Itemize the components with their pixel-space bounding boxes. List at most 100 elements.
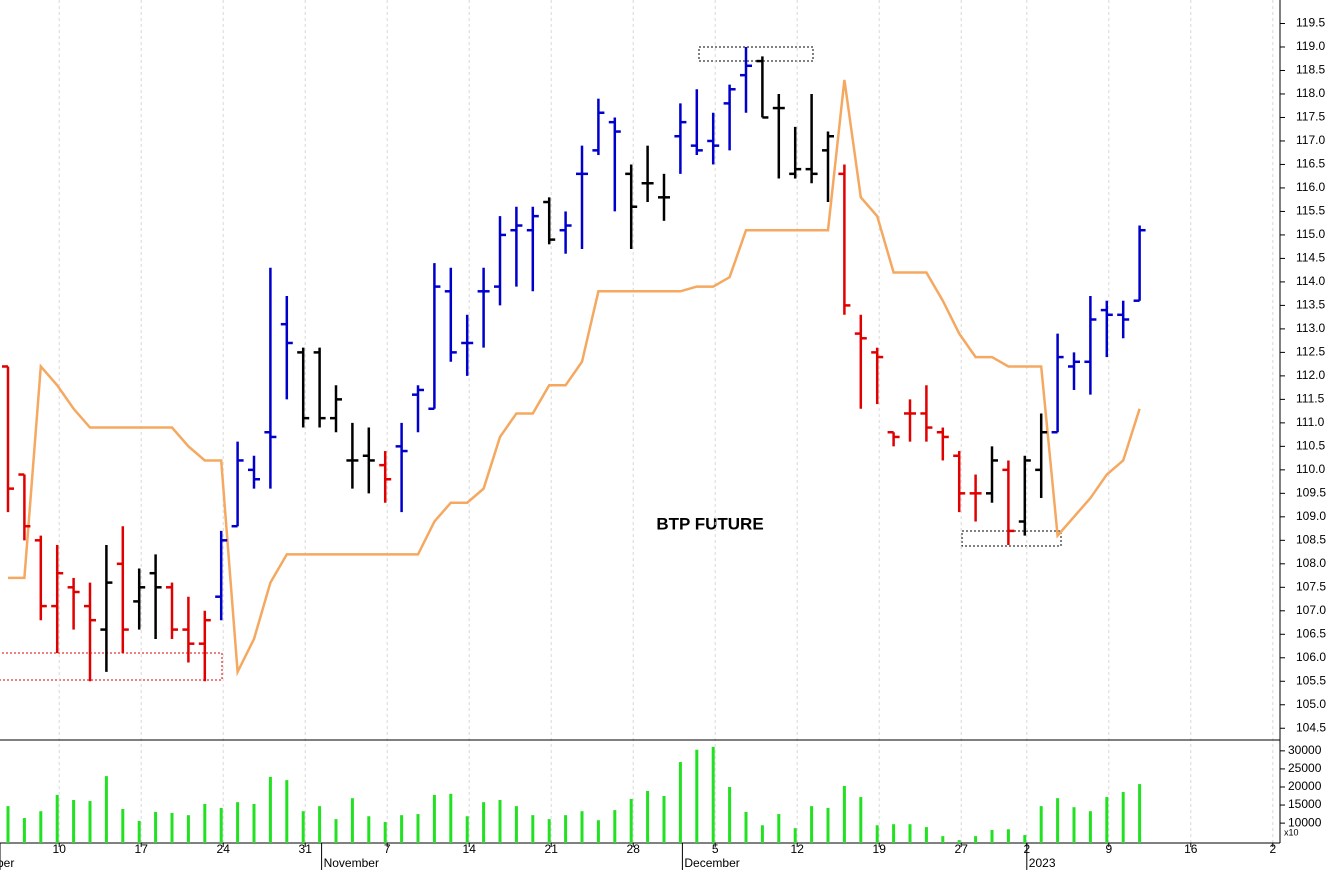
volume-bar (1023, 835, 1027, 843)
y-tick-label: 114.0 (1296, 274, 1325, 288)
volume-bar (219, 807, 223, 843)
volume-bar (711, 746, 715, 843)
volume-bar (629, 798, 633, 843)
volume-bar (990, 829, 994, 843)
volume-bar (1072, 807, 1076, 843)
y-tick-label: 113.0 (1296, 321, 1325, 335)
volume-bar (449, 793, 453, 843)
volume-bar (285, 780, 289, 843)
y-tick-label: 117.5 (1296, 110, 1325, 124)
y-tick-label: 119.5 (1296, 16, 1325, 30)
volume-bar (531, 815, 535, 843)
y-tick-label: 108.0 (1296, 556, 1326, 570)
volume-bar (1006, 829, 1010, 843)
volume-bar (793, 828, 797, 843)
volume-bar (596, 820, 600, 843)
volume-bar (432, 794, 436, 843)
y-tick-label: 109.0 (1296, 509, 1326, 523)
volume-bar (154, 811, 158, 843)
volume-bar (22, 818, 26, 843)
x-tick-label: 10 (53, 842, 67, 856)
y-tick-label: 111.0 (1296, 415, 1325, 429)
volume-bar (760, 825, 764, 843)
volume-bar (252, 803, 256, 843)
y-tick-label: 116.0 (1296, 180, 1325, 194)
y-tick-label: 104.5 (1296, 720, 1326, 734)
volume-bar (88, 801, 92, 843)
y-tick-label: 20000 (1288, 779, 1322, 793)
y-tick-label: 114.5 (1296, 251, 1325, 265)
x-tick-label: 9 (1105, 842, 1112, 856)
volume-bar (334, 819, 338, 843)
highlight-box (0, 652, 223, 681)
y-tick-label: 113.5 (1296, 298, 1325, 312)
volume-bar (236, 802, 240, 843)
volume-bar (974, 836, 978, 843)
volume-bar (728, 786, 732, 843)
volume-bar (186, 815, 190, 843)
annotation: BTP FUTURE (656, 514, 763, 533)
volume-bar (1138, 784, 1142, 843)
volume-bar (744, 811, 748, 843)
highlight-box (698, 46, 814, 62)
x-tick-label: 17 (135, 842, 149, 856)
volume-bar (367, 816, 371, 843)
y-tick-label: 112.0 (1296, 368, 1325, 382)
volume-bar (892, 824, 896, 843)
volume-bar (318, 806, 322, 843)
volume-bar (301, 811, 305, 843)
volume-bar (842, 785, 846, 843)
volume-bar (170, 813, 174, 843)
volume-bar (1105, 797, 1109, 843)
trend-line (8, 79, 1141, 677)
volume-bar (924, 827, 928, 843)
volume-bar (613, 810, 617, 843)
volume-bar (580, 811, 584, 843)
volume-bar (121, 809, 125, 843)
y-tick-label: 105.5 (1296, 673, 1326, 687)
volume-bar (875, 825, 879, 843)
volume-bar (908, 824, 912, 843)
y-tick-label: 15000 (1288, 797, 1322, 811)
volume-bar (662, 796, 666, 843)
volume-bar (203, 803, 207, 843)
x-tick-label: 28 (627, 842, 641, 856)
volume-bar (104, 776, 108, 843)
y-tick-label: 10000 (1288, 815, 1322, 829)
volume-bar (137, 820, 141, 843)
y-tick-label: 109.5 (1296, 486, 1326, 500)
volume-bar (72, 799, 76, 843)
volume-bar (1088, 811, 1092, 843)
y-tick-label: 110.0 (1296, 462, 1325, 476)
y-tick-label: 110.5 (1296, 439, 1325, 453)
y-tick-label: 111.5 (1296, 392, 1325, 406)
y-tick-label: 107.0 (1296, 603, 1326, 617)
volume-bar (498, 799, 502, 843)
y-tick-label: 107.5 (1296, 579, 1326, 593)
y-tick-label: 118.0 (1296, 86, 1325, 100)
volume-bar (482, 802, 486, 843)
volume-bar (859, 797, 863, 843)
volume-bar (646, 790, 650, 843)
month-label: November (324, 856, 379, 870)
y-tick-label: 108.5 (1296, 532, 1326, 546)
volume-bar (810, 806, 814, 843)
volume-bar (1039, 806, 1043, 843)
volume-bar (957, 840, 961, 843)
x-tick-label: 14 (463, 842, 477, 856)
volume-bar (465, 816, 469, 843)
volume-bar (400, 815, 404, 843)
x-tick-label: 24 (217, 842, 231, 856)
volume-bar (6, 806, 10, 843)
y-tick-label: 105.0 (1296, 697, 1326, 711)
x-tick-label: 21 (545, 842, 559, 856)
volume-bar (268, 776, 272, 843)
y-tick-label: 30000 (1288, 743, 1322, 757)
y-tick-label: 106.0 (1296, 650, 1326, 664)
x-tick-label: 2 (1269, 842, 1276, 856)
x-tick-label: 19 (873, 842, 887, 856)
y-tick-label: 115.0 (1296, 227, 1325, 241)
volume-bar (39, 811, 43, 843)
volume-bar (383, 822, 387, 843)
